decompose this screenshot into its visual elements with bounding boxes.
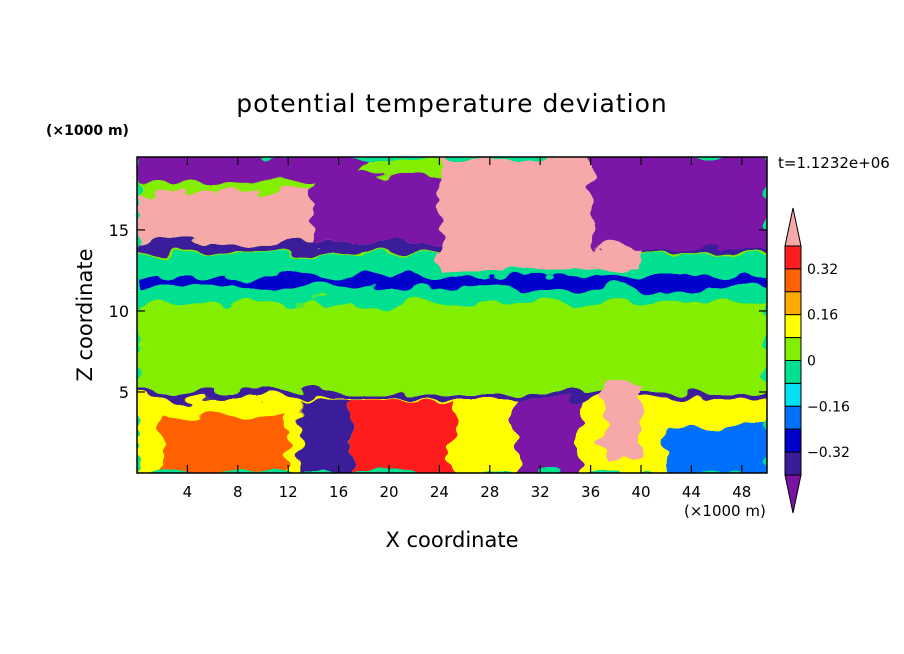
x-axis: 4 8 12 16 20 24 28 32 36 40 44 48 xyxy=(183,157,751,501)
y-tick-label: 10 xyxy=(109,302,129,321)
colorbar-under-triangle xyxy=(784,474,802,514)
colorbar: 0.32 0.16 0 −0.16 −0.32 xyxy=(784,207,850,514)
x-tick-label: 16 xyxy=(329,483,348,501)
chart-title: potential temperature deviation xyxy=(236,89,667,118)
x-tick-label: 40 xyxy=(631,483,650,501)
colorbar-tick-label: −0.32 xyxy=(807,445,850,461)
colorbar-swatch xyxy=(784,268,802,293)
x-axis-label: X coordinate xyxy=(385,528,518,552)
y-tick-label: 5 xyxy=(119,383,129,402)
colorbar-tick-label: 0.32 xyxy=(807,262,838,278)
contour-field xyxy=(137,157,767,473)
x-tick-label: 48 xyxy=(732,483,751,501)
x-unit-label: (×1000 m) xyxy=(684,502,766,520)
contour-region xyxy=(137,276,767,287)
colorbar-swatch xyxy=(784,337,802,362)
colorbar-over-triangle xyxy=(784,207,802,247)
plot-frame xyxy=(136,156,768,474)
colorbar-tick-label: 0.16 xyxy=(807,308,838,324)
time-label: t=1.1232e+06 xyxy=(778,154,890,172)
contour-region xyxy=(351,400,452,473)
x-tick-label: 4 xyxy=(183,483,193,501)
x-tick-label: 32 xyxy=(531,483,550,501)
contour-region xyxy=(603,383,641,457)
x-tick-label: 24 xyxy=(430,483,449,501)
colorbar-tick-label: −0.16 xyxy=(807,399,850,415)
contour-region xyxy=(137,302,767,392)
x-tick-label: 12 xyxy=(279,483,298,501)
y-unit-label: (×1000 m) xyxy=(46,123,129,139)
colorbar-swatch xyxy=(784,291,802,316)
contour-region xyxy=(137,391,767,399)
x-tick-label: 36 xyxy=(581,483,600,501)
contour-region xyxy=(590,157,767,250)
heatmap-plot xyxy=(137,157,767,473)
colorbar-swatch xyxy=(784,451,802,476)
contour-region xyxy=(300,400,352,473)
colorbar-swatch xyxy=(784,382,802,407)
y-axis-label: Z coordinate xyxy=(73,248,97,381)
colorbar-swatch xyxy=(784,405,802,430)
colorbar-tick-label: 0 xyxy=(807,354,816,370)
y-axis: 5 10 15 xyxy=(109,221,767,402)
contour-region xyxy=(162,416,289,473)
x-tick-label: 44 xyxy=(682,483,701,501)
colorbar-swatch xyxy=(784,245,802,270)
colorbar-swatch xyxy=(784,314,802,339)
colorbar-swatch xyxy=(784,428,802,453)
x-tick-label: 28 xyxy=(480,483,499,501)
x-tick-label: 8 xyxy=(233,483,243,501)
contour-region xyxy=(515,398,578,473)
x-tick-label: 20 xyxy=(379,483,398,501)
y-tick-label: 15 xyxy=(109,221,129,240)
contour-region xyxy=(666,424,767,473)
colorbar-swatch xyxy=(784,360,802,384)
